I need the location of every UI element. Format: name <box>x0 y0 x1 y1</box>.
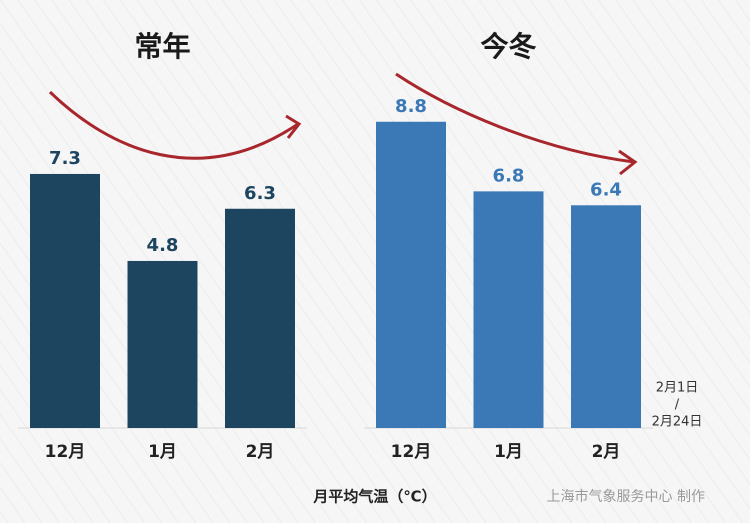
bar <box>127 260 198 428</box>
bar <box>571 205 641 428</box>
bar <box>376 121 446 428</box>
x-axis-label: 月平均气温（℃） <box>312 488 436 506</box>
arrow-head <box>285 114 302 139</box>
value-label: 6.8 <box>493 165 525 186</box>
source: 上海市气象服务中心 制作 <box>547 488 705 505</box>
bar <box>225 208 295 428</box>
x-tick-label: 1月 <box>148 442 177 462</box>
value-label: 8.8 <box>395 96 427 117</box>
x-tick-label: 12月 <box>45 442 86 462</box>
value-label: 6.4 <box>590 179 622 200</box>
x-tick-label: 2月 <box>592 442 621 462</box>
bar <box>30 173 100 428</box>
x-tick-label: 2月 <box>246 442 275 462</box>
x-tick-label: 12月 <box>391 442 432 462</box>
annotation: 2月24日 <box>652 415 703 430</box>
arrow-head <box>618 149 638 176</box>
annotation: 2月1日 <box>656 381 699 396</box>
value-label: 6.3 <box>244 183 276 204</box>
x-tick-label: 1月 <box>494 442 523 462</box>
value-label: 7.3 <box>49 148 81 169</box>
trend-arrow <box>395 72 635 164</box>
panel-title: 今冬 <box>480 30 536 63</box>
value-label: 4.8 <box>147 235 179 256</box>
annotation: / <box>675 398 680 413</box>
bar <box>473 191 544 428</box>
trend-arrow <box>48 90 299 160</box>
panel-title: 常年 <box>134 30 190 63</box>
